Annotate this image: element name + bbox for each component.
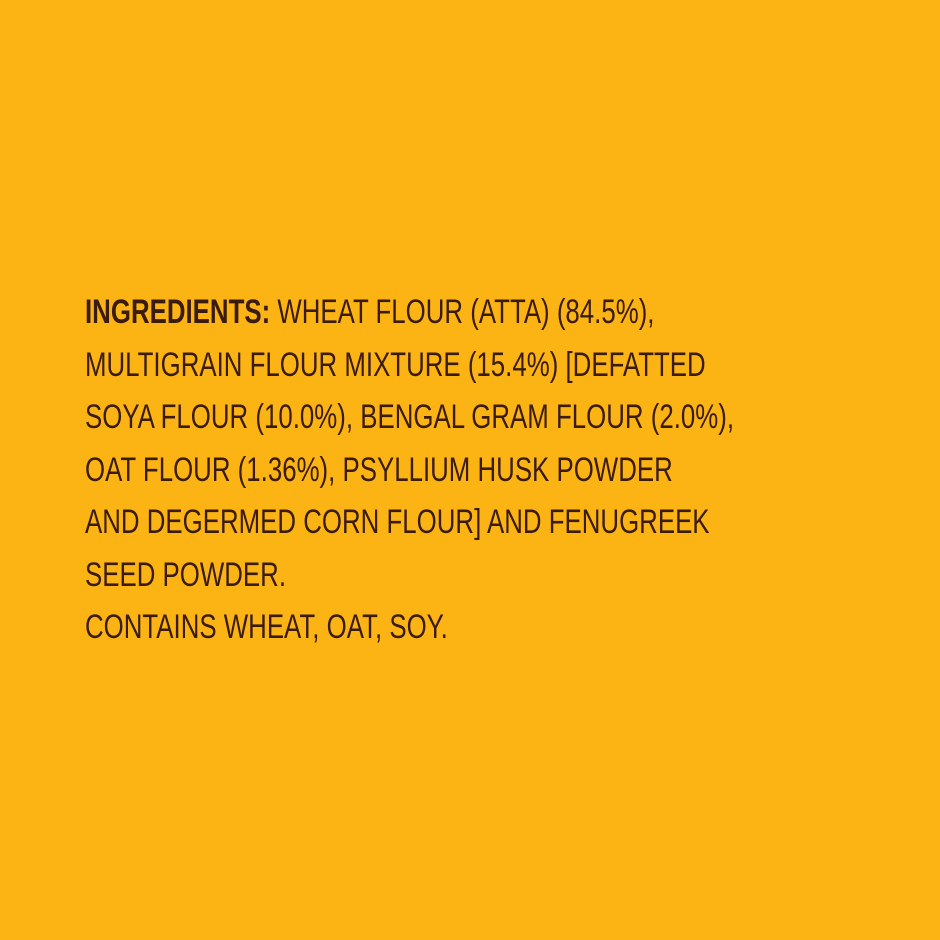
ingredients-line: SOYA FLOUR (10.0%), BENGAL GRAM FLOUR (2… xyxy=(85,398,735,436)
ingredients-line: INGREDIENTS: WHEAT FLOUR (ATTA) (84.5%), xyxy=(85,286,734,339)
ingredients-text: INGREDIENTS: WHEAT FLOUR (ATTA) (84.5%),… xyxy=(85,286,734,654)
ingredients-line: SEED POWDER. xyxy=(85,555,287,594)
ingredients-line: MULTIGRAIN FLOUR MIXTURE (15.4%) [DEFATT… xyxy=(85,345,706,384)
ingredients-line-text: WHEAT FLOUR (ATTA) (84.5%), xyxy=(277,293,655,331)
ingredients-label: INGREDIENTS: xyxy=(85,293,271,331)
allergen-statement: CONTAINS WHEAT, OAT, SOY. xyxy=(85,608,448,646)
ingredients-line: OAT FLOUR (1.36%), PSYLLIUM HUSK POWDER xyxy=(85,450,673,489)
ingredients-line: AND DEGERMED CORN FLOUR] AND FENUGREEK xyxy=(85,503,710,541)
